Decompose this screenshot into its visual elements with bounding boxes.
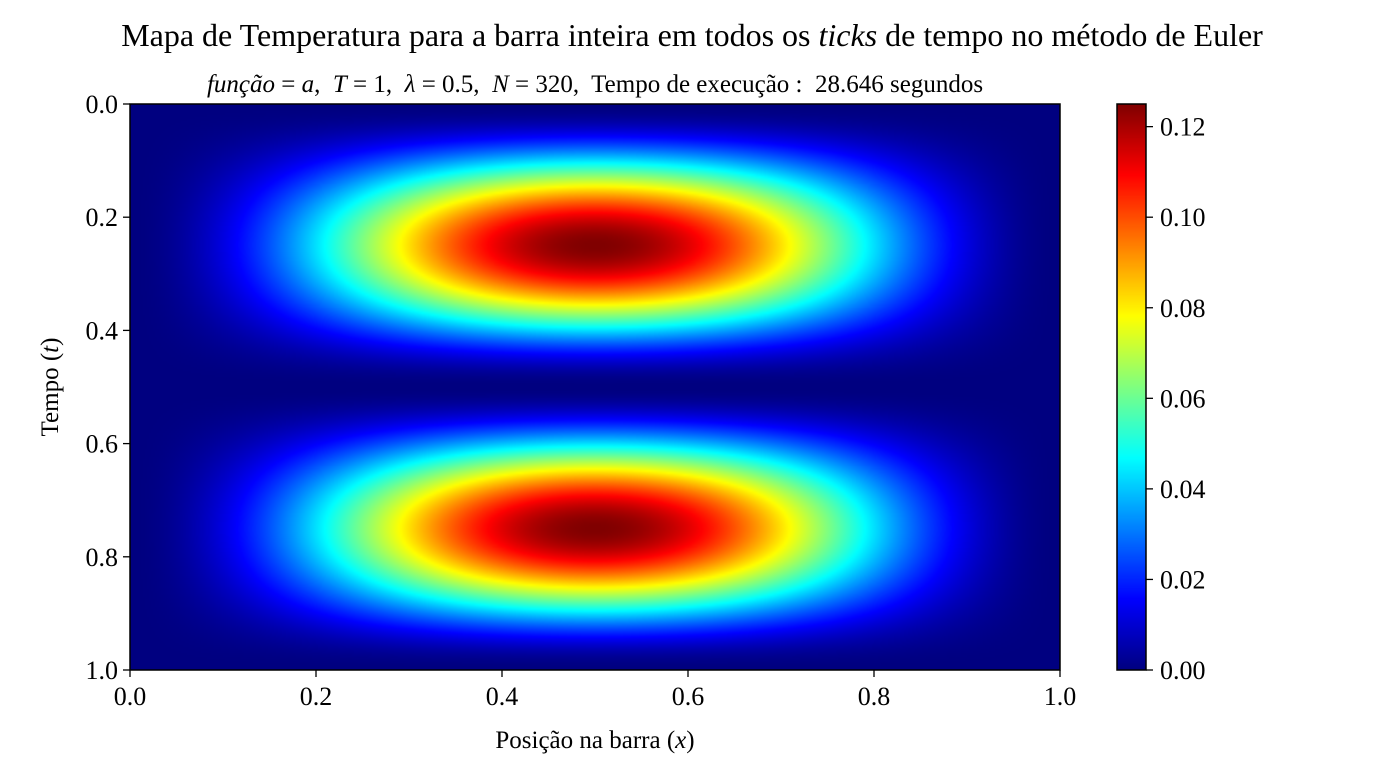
subtitle-segment-0: função: [207, 71, 275, 98]
y-tick-label: 0.4: [86, 316, 119, 345]
colorbar-tick-label: 0.04: [1160, 475, 1206, 504]
subtitle-segment-7: = 0.5,: [415, 71, 492, 98]
x-tick-label: 0.2: [300, 682, 333, 711]
x-tick-label: 0.0: [114, 682, 147, 711]
subtitle-segment-9: = 320, Tempo de execução : 28.646 segund…: [509, 71, 983, 98]
y-tick-label: 0.8: [86, 543, 119, 572]
colorbar-tick-label: 0.12: [1160, 113, 1206, 142]
colorbar-image: [1117, 104, 1146, 670]
subtitle-segment-3: ,: [314, 71, 333, 98]
chart-title: Mapa de Temperatura para a barra inteira…: [121, 17, 1263, 53]
y-tick-label: 1.0: [86, 656, 119, 685]
x-axis-ticks: 0.0 0.2 0.4 0.6 0.8 1.0: [114, 670, 1077, 711]
subtitle-segment-1: =: [275, 71, 302, 98]
y-tick-label: 0.2: [86, 203, 119, 232]
x-tick-label: 1.0: [1044, 682, 1077, 711]
x-tick-label: 0.4: [486, 682, 519, 711]
subtitle-segment-6: λ: [404, 71, 416, 98]
y-axis-label: Tempo (t): [37, 338, 64, 437]
colorbar-ticks: 0.00 0.02 0.04 0.06 0.08 0.10 0.12: [1146, 113, 1206, 685]
plot-frame: [129, 103, 1061, 671]
x-tick-label: 0.6: [672, 682, 705, 711]
colorbar-tick-label: 0.10: [1160, 203, 1206, 232]
chart-subtitle: função = a, T = 1, λ = 0.5, N = 320, Tem…: [207, 71, 983, 98]
colorbar-tick-label: 0.08: [1160, 294, 1206, 323]
x-tick-label: 0.8: [858, 682, 891, 711]
y-tick-label: 0.6: [86, 430, 119, 459]
colorbar-frame: [1116, 103, 1147, 671]
colorbar-tick-label: 0.06: [1160, 384, 1206, 413]
subtitle-segment-4: T: [333, 71, 349, 98]
colorbar-tick-label: 0.02: [1160, 565, 1206, 594]
heatmap-image: [130, 104, 1060, 670]
colorbar-tick-label: 0.00: [1160, 656, 1206, 685]
subtitle-segment-5: = 1,: [347, 71, 405, 98]
x-axis-label: Posição na barra (x): [495, 727, 694, 754]
subtitle-segment-2: a: [302, 71, 315, 98]
subtitle-segment-8: N: [491, 71, 510, 98]
y-tick-label: 0.0: [86, 90, 119, 119]
y-axis-ticks: 0.0 0.2 0.4 0.6 0.8 1.0: [86, 90, 130, 685]
